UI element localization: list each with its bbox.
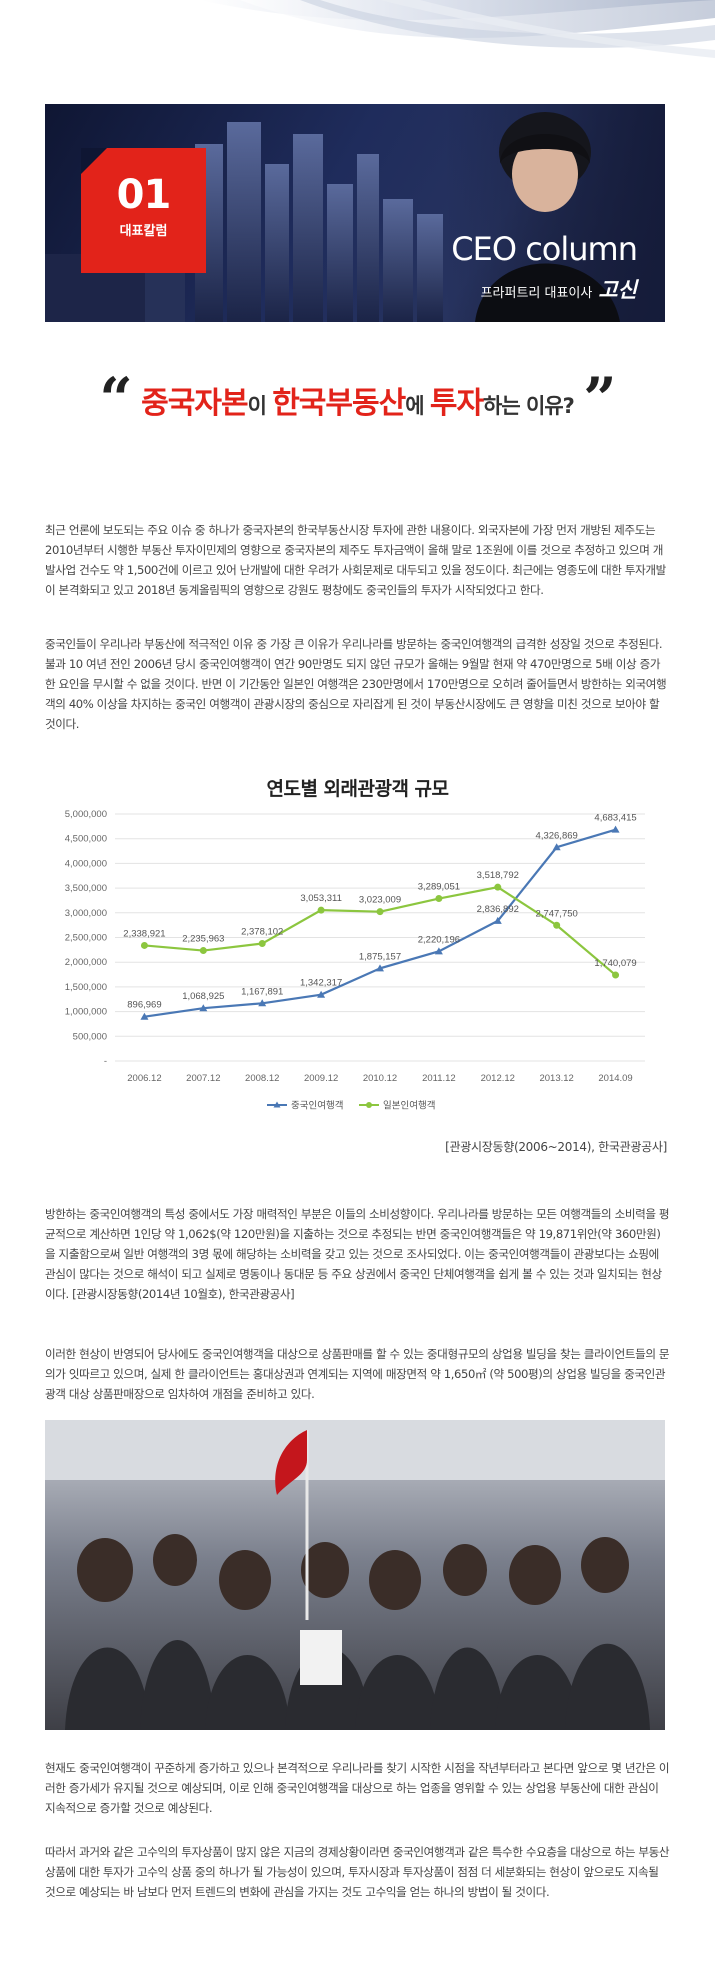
data-label: 3,289,051: [418, 882, 460, 893]
headline-part-6: 하는 이유?: [483, 394, 575, 418]
headline-part-3: 한국부동산: [272, 386, 406, 421]
legend-marker: [273, 1101, 281, 1108]
legend-label: 중국인여행객: [291, 1100, 343, 1112]
paragraph-1: 최근 언론에 보도되는 주요 이슈 중 하나가 중국자본의 한국부동산시장 투자…: [45, 523, 666, 597]
data-point: [376, 964, 384, 972]
y-tick-label: 1,000,000: [65, 1007, 107, 1018]
data-point: [612, 971, 620, 979]
paragraph-5: 현재도 중국인여행객이 꾸준하게 증가하고 있으나 본격적으로 우리나라를 찾기…: [45, 1761, 670, 1815]
data-label: 1,875,157: [359, 951, 401, 962]
data-label: 3,518,792: [477, 870, 519, 881]
data-point: [140, 1012, 149, 1020]
series-line-1: [144, 828, 616, 1018]
data-label: 2,378,102: [241, 927, 283, 938]
data-point: [258, 999, 267, 1007]
data-point: [317, 906, 325, 914]
y-tick-label: 4,500,000: [65, 834, 107, 845]
chart-area: - 500,000 1,000,000 1,500,000 2,000,000 2,500…: [45, 806, 670, 1116]
x-tick-label: 2007.12: [186, 1073, 220, 1084]
data-point: [493, 916, 502, 924]
x-tick-label: 2011.12: [422, 1073, 456, 1084]
data-label: 4,326,869: [536, 830, 578, 841]
x-tick-label: 2012.12: [481, 1073, 515, 1084]
data-point: [258, 940, 266, 948]
paragraph-6: 따라서 과거와 같은 고수익의 투자상품이 많지 않은 지금의 경제상황이라면 …: [45, 1845, 670, 1899]
author-name: 고신: [598, 277, 637, 302]
data-point: [552, 843, 561, 851]
data-label: 1,740,079: [594, 958, 636, 969]
data-label: 896,969: [127, 1000, 161, 1011]
legend-marker: [366, 1102, 372, 1108]
data-point: [494, 883, 502, 891]
y-tick-label: 1,500,000: [65, 982, 107, 993]
paragraph-3: 방한하는 중국인여행객의 특성 중에서도 가장 매력적인 부분은 이들의 소비성…: [45, 1207, 670, 1301]
author-line: 프라퍼트리 대표이사 고신: [481, 274, 637, 304]
data-label: 1,068,925: [182, 991, 224, 1002]
y-tick-label: 2,000,000: [65, 957, 107, 968]
data-label: 2,220,196: [418, 934, 460, 945]
data-point: [199, 947, 207, 955]
data-point: [553, 921, 561, 929]
badge-label: 대표칼럼: [119, 224, 168, 239]
data-point: [434, 947, 443, 955]
data-point: [199, 1004, 208, 1012]
data-point: [435, 895, 443, 903]
article-headline: “ 중국자본이 한국부동산에 투자하는 이유? ”: [0, 370, 715, 428]
badge-number: 01: [116, 172, 172, 218]
y-tick-label: 2,500,000: [65, 933, 107, 944]
data-label: 2,747,750: [536, 908, 578, 919]
headline-part-4: 에: [405, 394, 430, 418]
data-label: 4,683,415: [594, 813, 636, 824]
badge-notch: [81, 148, 107, 174]
data-point: [376, 908, 384, 916]
y-tick-label: 3,500,000: [65, 883, 107, 894]
x-tick-label: 2014.09: [598, 1073, 632, 1084]
data-point: [317, 990, 326, 998]
y-tick-label: 3,000,000: [65, 908, 107, 919]
open-quote-mark: “: [99, 365, 132, 433]
paragraph-2: 중국인들이 우리나라 부동산에 적극적인 이유 중 가장 큰 이유가 우리나라를…: [45, 637, 667, 731]
x-tick-label: 2009.12: [304, 1073, 338, 1084]
column-title: CEO column: [451, 230, 638, 268]
y-tick-label: 500,000: [73, 1031, 107, 1042]
data-label: 1,167,891: [241, 986, 283, 997]
chart-title: 연도별 외래관광객 규모: [266, 778, 449, 800]
tourist-crowd-photo: [45, 1420, 665, 1730]
headline-part-2: 이: [247, 394, 273, 418]
paragraph-4: 이러한 현상이 반영되어 당사에도 중국인여행객을 대상으로 상품판매를 할 수…: [45, 1347, 670, 1401]
author-role: 프라퍼트리 대표이사: [480, 286, 593, 301]
headline-part-5: 투자: [429, 386, 484, 421]
y-tick-label: 5,000,000: [65, 809, 107, 820]
x-tick-label: 2008.12: [245, 1073, 279, 1084]
data-point: [611, 825, 620, 833]
data-label: 3,023,009: [359, 895, 401, 906]
y-tick-label: -: [104, 1056, 107, 1067]
data-label: 1,342,317: [300, 978, 342, 989]
data-label: 2,235,963: [182, 934, 224, 945]
line-chart: - 500,000 1,000,000 1,500,000 2,000,000 2,500…: [65, 809, 645, 1112]
x-tick-label: 2006.12: [127, 1073, 161, 1084]
data-point: [140, 941, 148, 949]
x-tick-label: 2013.12: [539, 1073, 573, 1084]
close-quote-mark: ”: [583, 365, 616, 433]
header-decoration: [0, 0, 715, 95]
data-label: 2,836,892: [477, 904, 519, 915]
chart-source: [관광시장동향(2006~2014), 한국관광공사]: [445, 1140, 667, 1154]
x-tick-label: 2010.12: [363, 1073, 397, 1084]
y-tick-label: 4,000,000: [65, 858, 107, 869]
data-label: 3,053,311: [300, 893, 342, 904]
data-label: 2,338,921: [123, 928, 165, 939]
column-banner: 01 대표칼럼 CEO column 프라퍼트리 대표이사 고신: [45, 104, 665, 322]
headline-part-1: 중국자본: [141, 386, 248, 421]
legend-label: 일본인여행객: [383, 1100, 435, 1112]
